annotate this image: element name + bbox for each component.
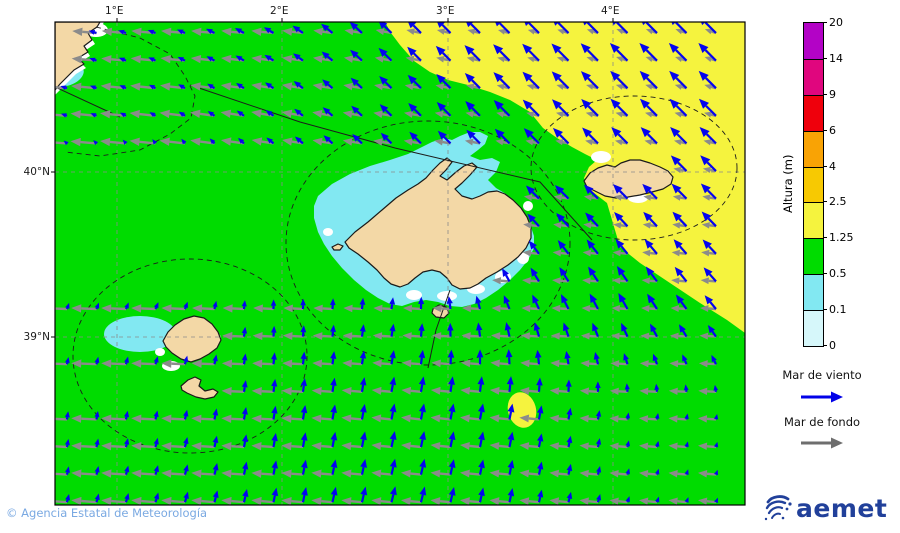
- colorbar-title: Altura (m): [781, 154, 795, 213]
- colorbar-tick: [823, 273, 827, 275]
- calm-water-patch: [591, 151, 611, 163]
- colorbar-segment: [804, 23, 823, 59]
- colorbar-tick-label: 0: [829, 339, 836, 352]
- colorbar-tick: [823, 22, 827, 23]
- forecast-zone-boundary: [285, 120, 571, 366]
- aemet-logo: aemet: [762, 492, 887, 524]
- colorbar-tick: [823, 309, 827, 311]
- colorbar-tick-label: 4: [829, 159, 836, 173]
- colorbar-tick: [823, 237, 827, 239]
- island-formentera: [180, 376, 219, 400]
- island-mallorca: [344, 157, 532, 290]
- calm-water-patch: [406, 290, 422, 300]
- colorbar-segment: [804, 94, 823, 131]
- colorbar-tick: [823, 165, 827, 167]
- calm-water-patch: [323, 228, 333, 236]
- wind-arrow-icon: [801, 391, 843, 403]
- x-tick-label: 3°E: [436, 5, 455, 17]
- wind-legend-label: Mar de viento: [782, 368, 862, 382]
- colorbar-segment: [804, 238, 823, 275]
- sea-yellow-region: [385, 22, 745, 333]
- swell-arrows-layer: [55, 27, 717, 505]
- colorbar-segment: [804, 130, 823, 167]
- calm-water-patch: [437, 291, 457, 301]
- colorbar-tick-label: 1.25: [829, 231, 854, 245]
- y-tick-label: 40°N: [23, 166, 50, 178]
- swell-arrow-icon: [801, 437, 843, 449]
- calm-water-patch: [523, 201, 533, 211]
- forecast-zone-boundary: [64, 26, 196, 157]
- colorbar-segment: [804, 58, 823, 95]
- colorbar-tick: [823, 129, 827, 131]
- y-tick-label: 39°N: [23, 331, 50, 343]
- x-tick-label: 1°E: [105, 5, 124, 17]
- forecast-zone-boundary: [72, 258, 308, 454]
- colorbar-tick-label: 2.5: [829, 195, 847, 209]
- colorbar-tick-label: 0.5: [829, 267, 847, 281]
- island-ibiza: [162, 315, 222, 363]
- shallow-water-ibiza: [104, 316, 176, 352]
- zone-divider-line: [427, 289, 451, 369]
- x-tick-label: 4°E: [601, 5, 620, 17]
- x-tick-label: 2°E: [270, 5, 289, 17]
- mainland-coast: [55, 22, 101, 91]
- colorbar-tick-label: 9: [829, 87, 836, 101]
- calm-water-patch: [155, 348, 165, 356]
- colorbar-tick: [823, 93, 827, 95]
- colorbar-segment: [804, 274, 823, 310]
- aemet-logo-mark-icon: [764, 495, 792, 521]
- colorbar-tick-label: 20: [829, 16, 843, 29]
- aemet-logo-text: aemet: [796, 493, 888, 523]
- colorbar-segment: [804, 166, 823, 203]
- colorbar-segment: [804, 202, 823, 239]
- wind-arrows-layer: [60, 22, 719, 504]
- colorbar-tick-label: 0.1: [829, 303, 847, 317]
- map-frame: [54, 21, 746, 506]
- forecast-zone-boundary: [530, 95, 738, 241]
- swell-legend-label: Mar de fondo: [783, 415, 861, 429]
- zone-divider-line: [189, 84, 593, 241]
- wave-height-colorbar: [803, 22, 824, 347]
- colorbar-tick: [823, 57, 827, 59]
- copyright-text: © Agencia Estatal de Meteorología: [6, 506, 208, 520]
- colorbar-segment: [804, 310, 823, 346]
- colorbar-tick: [823, 201, 827, 203]
- island-dragonera: [331, 243, 344, 251]
- colorbar-tick: [823, 345, 827, 346]
- colorbar-tick-label: 14: [829, 51, 843, 65]
- colorbar-tick-label: 6: [829, 123, 836, 137]
- map-layers: [55, 22, 745, 505]
